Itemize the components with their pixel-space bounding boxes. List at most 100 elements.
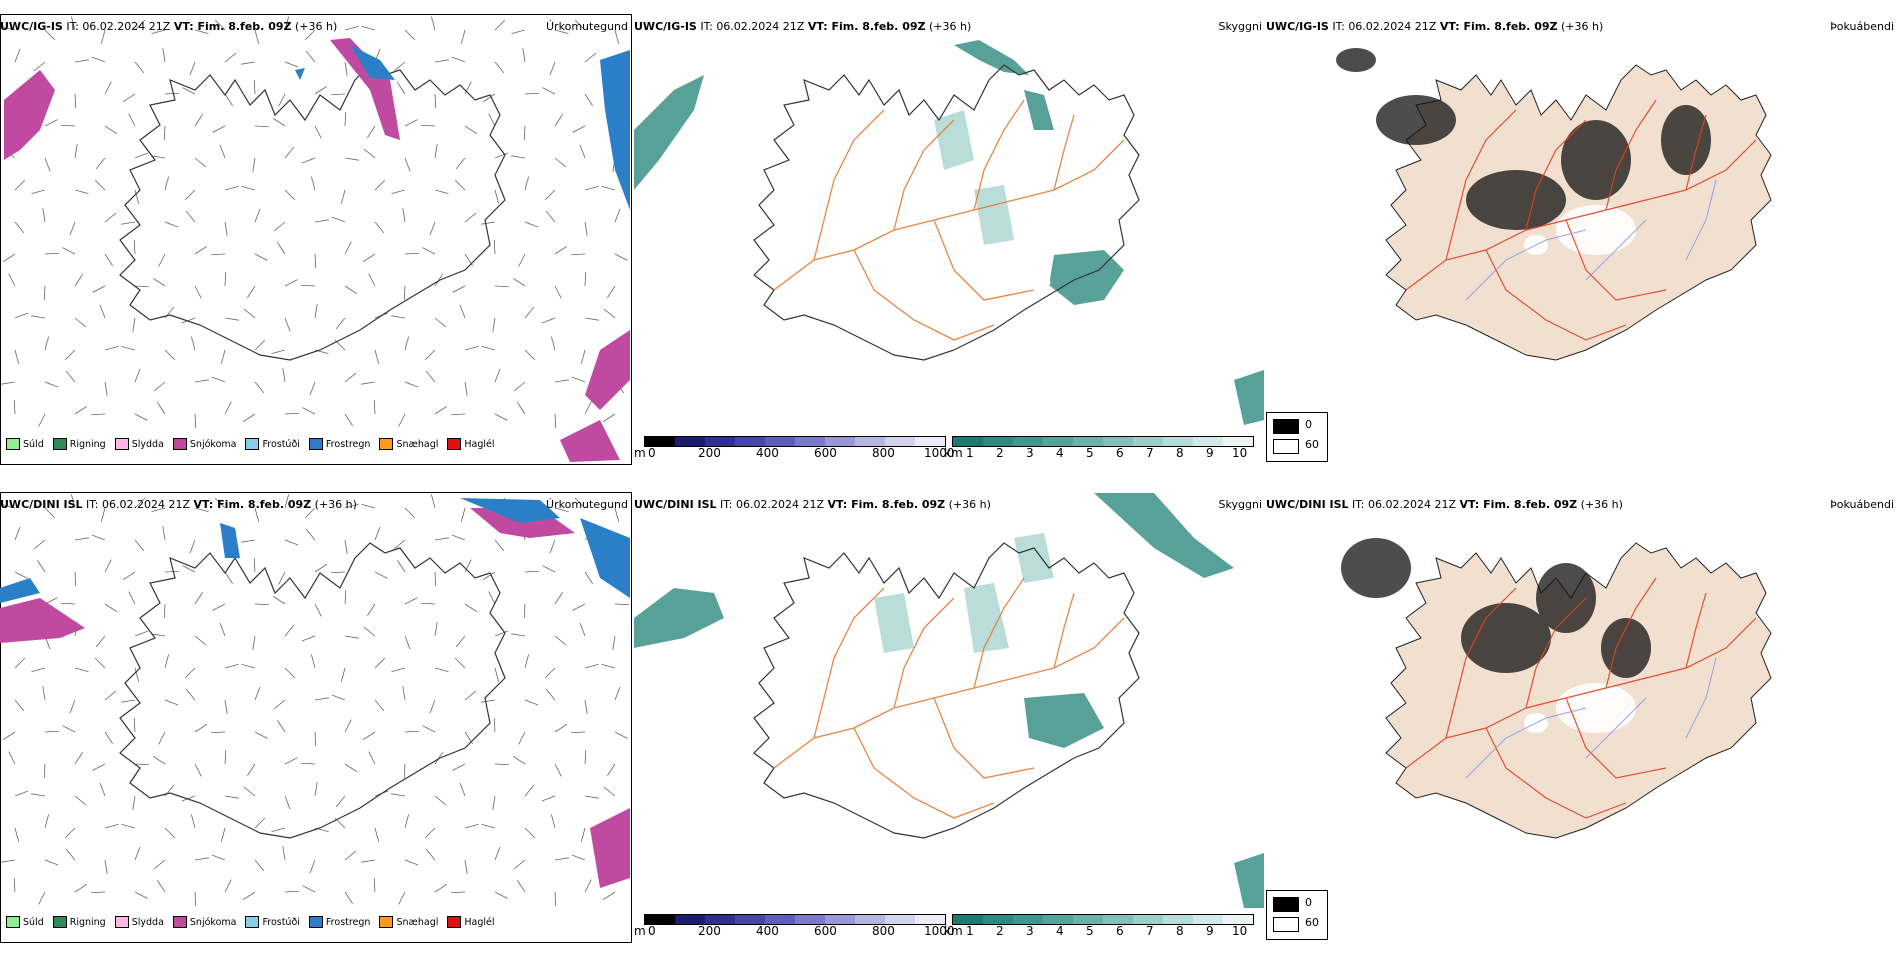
colorbar-segment bbox=[795, 915, 825, 924]
wind-barb bbox=[404, 157, 411, 172]
wind-barb bbox=[455, 635, 466, 648]
wind-barb bbox=[13, 877, 16, 893]
wind-barb bbox=[1, 25, 16, 31]
precip-map-frame bbox=[0, 492, 632, 943]
wind-barb bbox=[363, 253, 376, 262]
wind-barb bbox=[60, 602, 76, 605]
wind-barb bbox=[284, 146, 295, 159]
colorbar-segment bbox=[1103, 437, 1133, 446]
legend-swatch bbox=[52, 916, 67, 928]
wind-barb bbox=[33, 539, 46, 550]
wind-barb bbox=[219, 144, 226, 159]
legend-label: Súld bbox=[23, 916, 44, 928]
wind-barb bbox=[402, 686, 406, 701]
legend-label: Frostúði bbox=[262, 438, 300, 450]
wind-barb bbox=[1, 381, 16, 385]
wind-barb bbox=[524, 306, 535, 319]
wind-barb bbox=[455, 157, 466, 170]
wind-barb bbox=[31, 793, 46, 797]
wind-barb bbox=[74, 274, 83, 287]
wind-barb bbox=[554, 763, 562, 777]
wind-barb bbox=[254, 731, 268, 739]
tick-km-6: 6 bbox=[1116, 924, 1124, 938]
wind-barb bbox=[194, 29, 209, 35]
wind-barb bbox=[271, 827, 286, 833]
wind-barb bbox=[284, 16, 290, 31]
wind-barb bbox=[74, 667, 89, 673]
colorbar-segment bbox=[825, 915, 855, 924]
wind-barb bbox=[74, 317, 87, 328]
wind-barb bbox=[614, 731, 628, 739]
tick-km-4: 4 bbox=[1056, 446, 1064, 460]
tick-km-2: 2 bbox=[996, 924, 1004, 938]
fog-legend-swatch-high bbox=[1273, 439, 1299, 454]
ceiling-unit: m bbox=[634, 446, 646, 460]
wind-barb bbox=[404, 507, 416, 519]
iceland-outline bbox=[119, 542, 506, 839]
wind-barb bbox=[494, 891, 508, 899]
wind-barb bbox=[367, 603, 376, 616]
legend-swatch bbox=[308, 916, 323, 928]
wind-barb bbox=[194, 246, 207, 255]
wind-barb bbox=[162, 526, 166, 541]
colorbar-segment bbox=[765, 915, 795, 924]
wind-barb bbox=[344, 372, 357, 383]
wind-barb bbox=[224, 699, 228, 714]
wind-barb bbox=[104, 212, 117, 223]
wind-barb bbox=[374, 699, 385, 712]
wind-barb bbox=[65, 848, 76, 861]
wind-barb bbox=[134, 763, 150, 766]
wind-barb bbox=[243, 786, 256, 797]
wind-barb bbox=[194, 635, 207, 646]
colorbar-segment bbox=[953, 437, 983, 446]
wind-barb bbox=[14, 48, 21, 63]
wind-barb bbox=[464, 823, 479, 829]
wind-barb bbox=[481, 221, 496, 225]
wind-barb bbox=[284, 757, 298, 765]
wind-barb bbox=[549, 539, 556, 554]
wind-barb bbox=[14, 221, 25, 234]
wind-barb bbox=[542, 87, 556, 95]
wind-barb bbox=[430, 16, 436, 31]
ceiling-ticks: m 0 200 400 600 800 1000 bbox=[634, 446, 955, 460]
wind-barb bbox=[544, 189, 556, 201]
wind-barb bbox=[151, 507, 166, 513]
wind-barb bbox=[134, 667, 140, 682]
wind-barb bbox=[309, 859, 316, 874]
wind-barb bbox=[511, 155, 526, 159]
wind-barb bbox=[571, 854, 586, 861]
wind-barb bbox=[271, 349, 286, 355]
tick-km-5: 5 bbox=[1086, 924, 1094, 938]
colorbar-segment bbox=[1133, 915, 1163, 924]
wind-barb bbox=[95, 635, 106, 648]
wind-barb bbox=[247, 763, 256, 776]
tick-m-1000: 1000 bbox=[924, 924, 955, 938]
colorbar-segment bbox=[953, 915, 983, 924]
legend-label: Slydda bbox=[131, 438, 164, 450]
wind-barb bbox=[404, 635, 411, 650]
cloud-area-light bbox=[934, 110, 1014, 245]
legend-label: Snæhagl bbox=[396, 916, 439, 928]
wind-barb bbox=[164, 827, 176, 839]
legend-swatch bbox=[172, 438, 187, 450]
wind-barb bbox=[524, 570, 540, 573]
wind-barb bbox=[541, 795, 556, 802]
wind-barb bbox=[253, 557, 256, 573]
freezing-rain-area bbox=[295, 45, 630, 210]
colorbar-segment bbox=[705, 437, 735, 446]
wind-barb bbox=[454, 179, 466, 191]
wind-barb bbox=[301, 635, 316, 642]
wind-barb bbox=[494, 189, 500, 204]
wind-barb bbox=[14, 179, 26, 191]
wind-barb bbox=[69, 699, 76, 714]
colorbar-segment bbox=[1073, 437, 1103, 446]
wind-barb bbox=[554, 635, 567, 646]
iceland-outline bbox=[119, 64, 506, 361]
wind-barb bbox=[430, 494, 436, 509]
ceiling-colorbar bbox=[644, 436, 946, 447]
wind-barb bbox=[74, 752, 83, 765]
wind-barb bbox=[164, 699, 179, 706]
wind-barb bbox=[554, 114, 563, 127]
wind-barb bbox=[254, 339, 266, 351]
colorbar-segment bbox=[1223, 915, 1253, 924]
